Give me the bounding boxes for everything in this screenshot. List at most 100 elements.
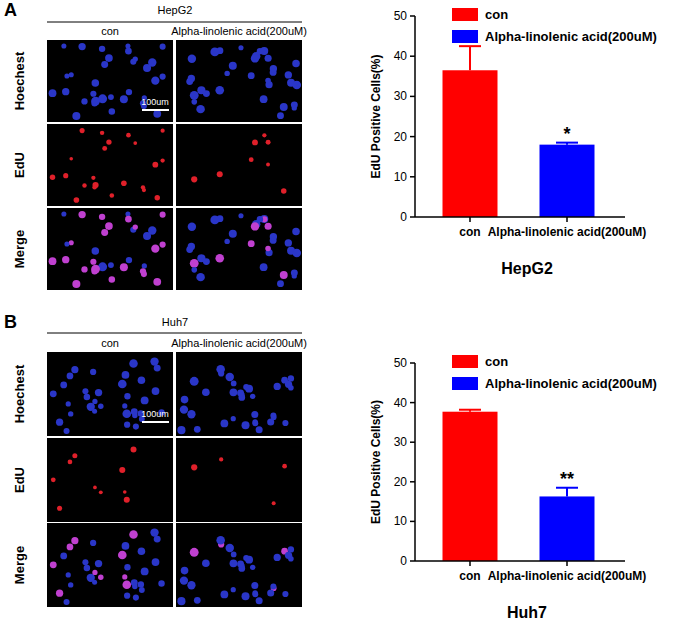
header-rule	[47, 22, 302, 23]
scale-bar-label: 100um	[141, 409, 169, 419]
y-tick	[410, 402, 415, 404]
nucleus	[125, 43, 130, 48]
column-header: con	[101, 25, 119, 37]
image-background	[176, 208, 302, 290]
legend-label: Alpha-linolenic acid(200uM)	[485, 376, 657, 391]
nucleus	[56, 419, 63, 426]
y-tick	[410, 481, 415, 483]
merged-nucleus	[142, 263, 147, 268]
merged-nucleus	[109, 276, 116, 283]
merged-nucleus	[196, 273, 204, 281]
figure: AHepG2conAlpha-linolenic acid(200uM)Hoec…	[0, 0, 685, 628]
image-background	[47, 40, 173, 122]
edu-signal	[160, 158, 164, 162]
micrograph	[176, 523, 302, 607]
nucleus	[252, 420, 258, 426]
merged-nucleus	[187, 581, 195, 589]
merged-nucleus	[61, 211, 66, 216]
row-label: Merge	[12, 230, 27, 268]
merged-nucleus	[288, 546, 294, 552]
nucleus	[90, 91, 96, 97]
nucleus	[270, 413, 276, 419]
y-tick-label: 30	[394, 435, 408, 449]
y-tick-label: 10	[394, 170, 408, 184]
legend-swatch	[452, 30, 478, 43]
merged-nucleus	[64, 599, 70, 605]
micrograph	[47, 523, 173, 607]
x-tick	[469, 561, 471, 566]
nucleus	[224, 71, 229, 76]
plot-area	[443, 410, 595, 561]
merged-nucleus	[92, 247, 100, 255]
merged-nucleus	[197, 254, 205, 262]
row-label: Hoechest	[12, 51, 27, 110]
merged-nucleus	[84, 565, 91, 572]
nucleus	[282, 420, 288, 426]
merged-nucleus	[90, 540, 96, 546]
edu-signal	[72, 453, 77, 458]
merged-nucleus	[292, 273, 297, 278]
merged-nucleus	[188, 222, 196, 230]
merged-nucleus	[81, 266, 87, 272]
micrograph	[176, 438, 302, 522]
y-tick-label: 20	[394, 475, 408, 489]
merged-nucleus	[139, 587, 145, 593]
merged-nucleus	[292, 228, 300, 236]
y-tick	[410, 176, 415, 178]
nucleus	[238, 45, 243, 50]
merged-nucleus	[280, 271, 288, 279]
edu-signal	[219, 457, 223, 461]
row-label: EdU	[12, 152, 27, 178]
nucleus	[181, 396, 189, 404]
nucleus	[49, 89, 57, 97]
y-tick-label: 50	[394, 9, 408, 23]
nucleus	[109, 108, 116, 115]
edu-signal	[110, 193, 115, 198]
nucleus	[265, 55, 272, 62]
merged-nucleus	[91, 265, 100, 274]
merged-nucleus	[181, 567, 189, 575]
y-tick-label: 10	[394, 514, 408, 528]
merged-nucleus	[216, 536, 225, 545]
nucleus	[292, 81, 301, 90]
nucleus	[292, 105, 297, 110]
y-tick-label: 40	[394, 396, 408, 410]
nucleus	[190, 377, 199, 386]
edu-signal	[93, 486, 97, 490]
column-header: Alpha-linolenic acid(200uM)	[171, 25, 307, 37]
merged-nucleus	[49, 257, 57, 265]
row-label: Hoechest	[12, 364, 27, 423]
merged-nucleus	[60, 553, 67, 560]
merged-nucleus	[191, 267, 197, 273]
micrograph	[176, 208, 302, 290]
panel-label: A	[4, 0, 17, 20]
nucleus	[60, 382, 67, 389]
merged-nucleus	[78, 211, 85, 218]
micrograph	[176, 40, 302, 122]
nucleus	[143, 64, 151, 72]
cell-line-header: Huh7	[162, 316, 188, 328]
merged-nucleus	[292, 249, 301, 258]
nucleus	[92, 399, 97, 404]
edu-signal	[152, 162, 158, 168]
nucleus	[248, 72, 255, 79]
x-axis-title: Huh7	[507, 604, 547, 621]
nucleus	[72, 112, 80, 120]
plot-area	[443, 46, 595, 217]
merged-nucleus	[210, 215, 219, 224]
nucleus	[210, 47, 219, 56]
nucleus	[124, 393, 130, 399]
nucleus	[190, 91, 199, 100]
edu-signal	[51, 477, 56, 482]
scale-bar	[142, 421, 169, 423]
merged-nucleus	[133, 595, 139, 601]
edu-signal	[68, 460, 73, 465]
significance: *	[563, 124, 570, 144]
image-background	[47, 124, 173, 206]
nucleus	[108, 94, 114, 100]
error-bar	[459, 410, 481, 412]
edu-signal	[252, 139, 258, 145]
merged-nucleus	[238, 213, 243, 218]
merged-nucleus	[274, 554, 281, 561]
merged-nucleus	[140, 268, 146, 274]
